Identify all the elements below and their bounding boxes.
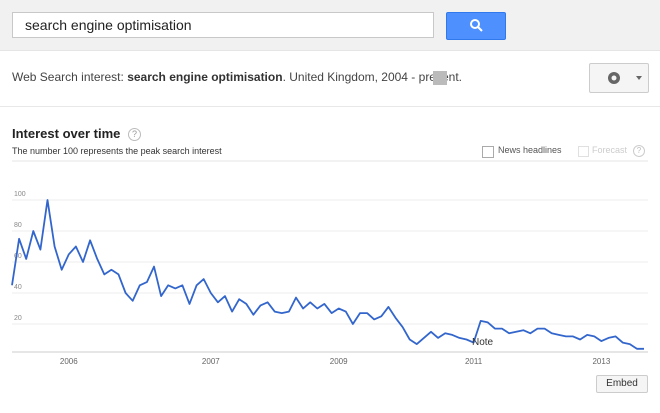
search-button[interactable] <box>446 12 506 40</box>
x-tick-label: 2007 <box>202 357 220 366</box>
news-checkbox[interactable] <box>482 146 494 158</box>
forecast-help: ? <box>633 145 645 157</box>
info-term: search engine optimisation <box>127 70 283 84</box>
forecast-label: Forecast <box>592 145 628 155</box>
x-tick-label: 2009 <box>330 357 348 366</box>
trend-line <box>11 199 644 350</box>
y-tick-label: 60 <box>14 253 22 260</box>
separator <box>0 106 660 107</box>
help-icon[interactable]: ? <box>128 128 141 141</box>
x-tick-label: 2011 <box>465 357 483 366</box>
news-label: News headlines <box>498 145 562 155</box>
embed-button[interactable]: Embed <box>596 375 648 393</box>
chart-subtitle: The number 100 represents the peak searc… <box>12 146 222 156</box>
x-tick-label: 2013 <box>592 357 610 366</box>
y-tick-label: 80 <box>14 222 22 229</box>
y-tick-label: 100 <box>14 191 26 198</box>
annotation: Note <box>472 337 494 348</box>
search-icon <box>470 19 483 32</box>
info-line: Web Search interest: search engine optim… <box>12 70 462 84</box>
forecast-checkbox <box>578 146 589 157</box>
section-title: Interest over time <box>12 126 121 141</box>
chart: 20 40 60 80 100 2006 2007 2009 2011 2013 Note <box>11 160 648 366</box>
gear-icon <box>608 72 642 84</box>
share-icon[interactable] <box>433 71 447 85</box>
x-tick-label: 2006 <box>60 357 78 366</box>
settings-button[interactable] <box>589 63 649 93</box>
y-tick-label: 40 <box>14 284 22 291</box>
info-suffix: . United Kingdom, 2004 - present. <box>282 70 462 84</box>
search-box[interactable]: search engine optimisation <box>12 12 434 38</box>
info-prefix: Web Search interest: <box>12 70 124 84</box>
y-tick-label: 20 <box>14 315 22 322</box>
